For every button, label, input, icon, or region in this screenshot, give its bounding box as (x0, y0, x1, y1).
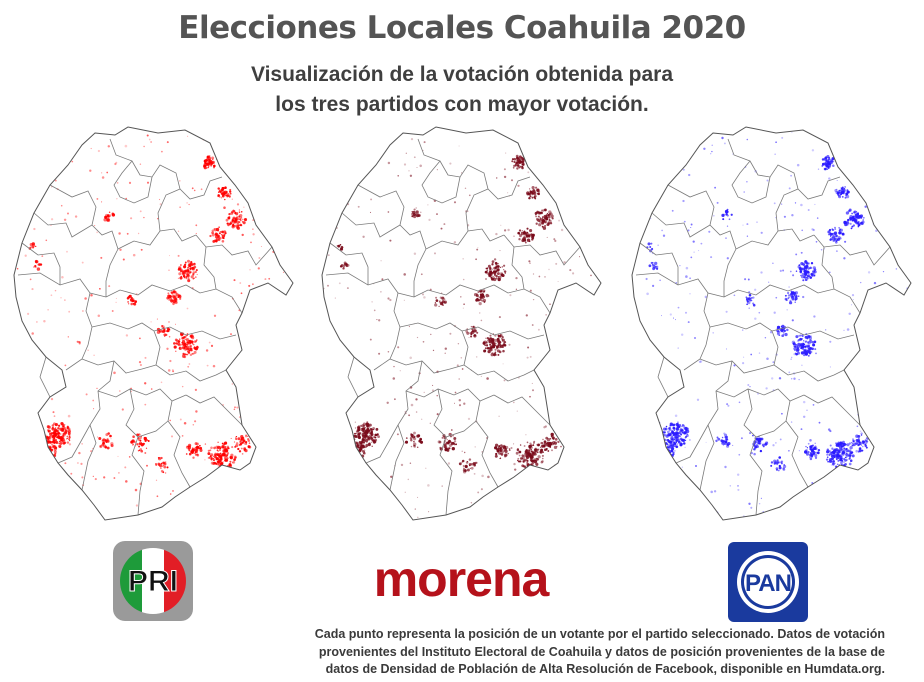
municipal-border (373, 292, 401, 371)
municipal-border (157, 176, 223, 232)
municipal-border (813, 234, 891, 266)
pri-logo-text: PRI (128, 565, 178, 598)
municipal-border (651, 212, 711, 238)
municipal-border (771, 330, 845, 382)
morena-logo-text: morena (373, 551, 550, 607)
footnote-line-3: datos de Densidad de Población de Alta R… (325, 662, 885, 676)
pri-logo: PRI (113, 541, 193, 621)
municipal-border (465, 176, 531, 232)
municipal-border (39, 356, 51, 398)
subtitle-line-1: Visualización de la votación obtenida pa… (250, 63, 674, 86)
subtitle-line-2: los tres partidos con mayor votación. (275, 93, 649, 116)
municipal-border (203, 246, 217, 290)
municipal-border (775, 176, 841, 232)
municipal-border (493, 394, 551, 426)
municipal-border (125, 388, 145, 516)
municipal-border (325, 272, 415, 298)
municipal-border (21, 242, 61, 285)
pri-logo-green-band (120, 548, 142, 614)
municipal-border (657, 356, 669, 398)
municipal-border (735, 228, 815, 250)
municipal-border (699, 358, 775, 374)
municipal-border (511, 246, 525, 290)
municipal-border (461, 330, 535, 382)
municipal-border (117, 228, 197, 250)
state-outline (321, 126, 602, 521)
municipal-border (105, 284, 243, 314)
municipal-border (105, 248, 119, 297)
municipal-border (727, 138, 799, 190)
municipal-border (109, 138, 181, 190)
municipal-border (723, 248, 737, 297)
municipal-border (341, 212, 401, 238)
pan-logo-inner (744, 558, 792, 606)
page-subtitle: Visualización de la votación obtenida pa… (0, 60, 924, 120)
municipal-border (755, 420, 787, 438)
map-pri-votes (13, 126, 294, 521)
municipal-border (389, 360, 423, 491)
morena-logo: morena (340, 551, 582, 607)
municipal-border (503, 234, 581, 266)
municipal-border (81, 358, 157, 374)
municipal-border (49, 184, 119, 250)
municipal-border (195, 234, 273, 266)
municipal-border (365, 424, 399, 464)
municipal-border (91, 322, 237, 340)
map-pan-votes (631, 126, 912, 521)
municipal-border (445, 420, 477, 438)
municipal-border (113, 160, 153, 204)
municipal-border (417, 138, 489, 190)
municipal-border (389, 358, 465, 374)
municipal-border (635, 272, 725, 298)
municipal-border (357, 184, 427, 250)
map-morena-votes (321, 126, 602, 521)
municipal-border (347, 356, 359, 398)
municipal-border (65, 292, 93, 371)
state-outline (631, 126, 912, 521)
municipal-border (57, 424, 91, 464)
municipal-border (667, 184, 737, 250)
municipal-border (683, 292, 711, 371)
pri-logo-white-band (142, 548, 164, 614)
municipal-border (97, 388, 187, 402)
municipal-border (675, 424, 709, 464)
municipal-border (185, 394, 243, 426)
municipal-border (821, 246, 835, 290)
data-source-footnote: Cada punto representa la posición de un … (215, 626, 885, 679)
municipal-border (421, 160, 461, 204)
municipal-border (743, 388, 763, 516)
municipal-border (731, 160, 771, 204)
pan-logo-text: PAN (745, 570, 791, 597)
municipal-border (33, 212, 93, 238)
state-outline (13, 126, 294, 521)
municipal-border (803, 394, 861, 426)
municipal-border (639, 242, 679, 285)
voter-dots (322, 130, 600, 520)
municipal-border (81, 360, 115, 491)
municipal-border (699, 360, 733, 491)
page-title: Elecciones Locales Coahuila 2020 (178, 10, 746, 46)
municipal-border (329, 242, 369, 285)
municipal-border (723, 284, 861, 314)
municipal-border (433, 388, 453, 516)
municipal-border (137, 420, 169, 438)
municipal-border (785, 400, 809, 488)
municipal-border (17, 272, 107, 298)
municipal-border (413, 284, 551, 314)
municipal-border (153, 330, 227, 382)
municipal-border (399, 322, 545, 340)
municipal-border (425, 228, 505, 250)
footnote-line-2: provenientes del Instituto Electoral de … (318, 644, 885, 659)
municipal-border (413, 248, 427, 297)
pan-logo: PAN (728, 542, 808, 622)
municipal-border (475, 400, 499, 488)
municipal-border (709, 322, 855, 340)
municipal-border (715, 388, 805, 402)
pri-logo-red-band (164, 548, 186, 614)
footnote-line-1: Cada punto representa la posición de un … (314, 627, 885, 641)
municipal-border (167, 400, 191, 488)
voter-dots (14, 128, 293, 519)
municipal-border (405, 388, 495, 402)
